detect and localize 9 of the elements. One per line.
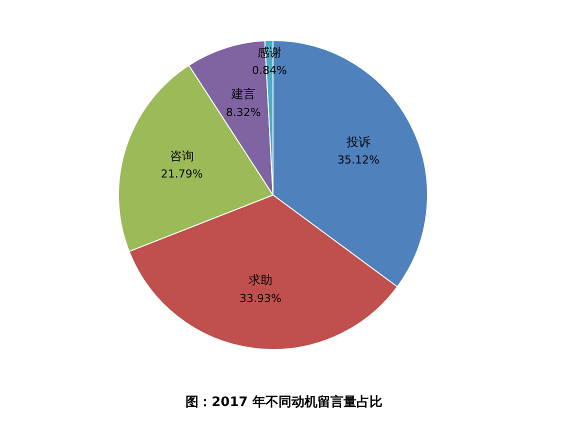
slice-label: 投诉 — [346, 134, 371, 149]
data-label: 21.79% — [160, 168, 203, 181]
data-label: 33.93% — [240, 292, 282, 305]
data-label: 8.32% — [226, 106, 261, 119]
data-label: 35.12% — [338, 154, 380, 167]
text: 图：2017 年不同动机留言量占比 — [184, 394, 384, 411]
slice-label: 建言 — [230, 87, 256, 102]
slice-label: 求助 — [248, 273, 272, 288]
slice-label: 咨询 — [170, 148, 194, 163]
